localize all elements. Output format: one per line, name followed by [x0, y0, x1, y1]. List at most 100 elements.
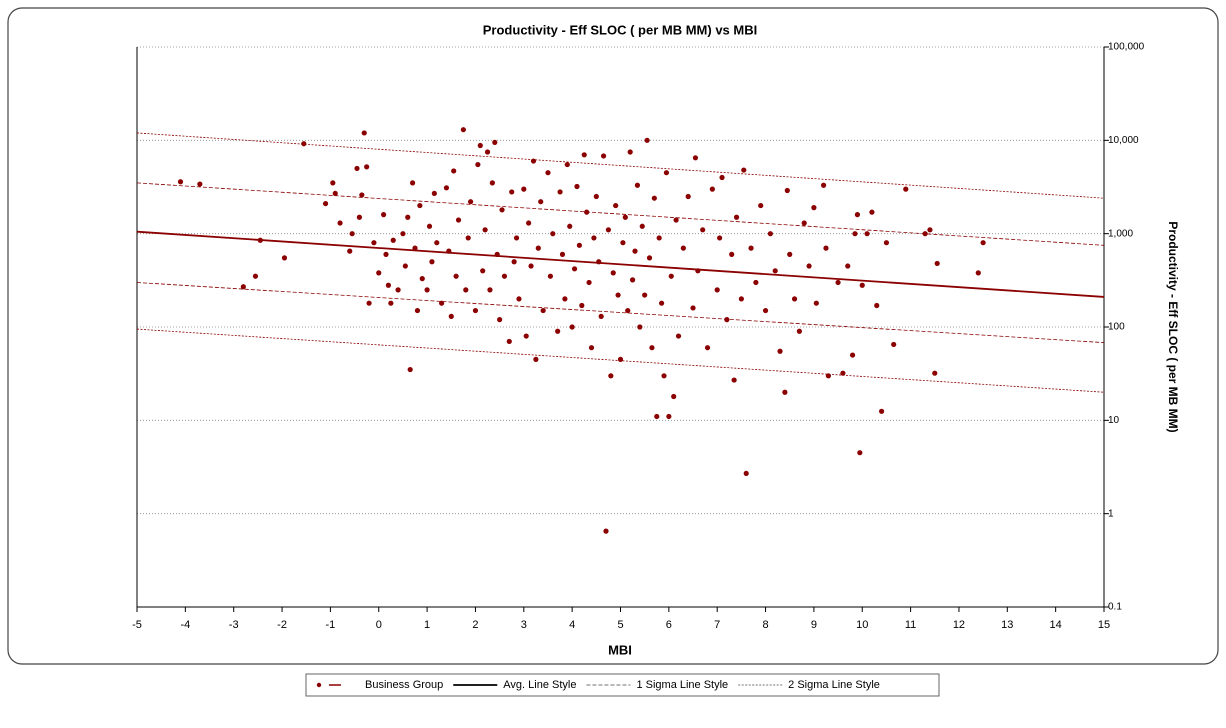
data-point [538, 199, 544, 205]
data-point [758, 202, 764, 209]
data-point [364, 164, 370, 170]
data-point [574, 183, 580, 190]
data-point [468, 199, 474, 205]
data-point [854, 212, 861, 218]
data-point [402, 263, 408, 269]
data-point [729, 251, 735, 257]
data-point [555, 328, 561, 334]
y-tick-label: 10,000 [1108, 135, 1139, 146]
x-tick-label: 8 [762, 619, 768, 631]
data-point [717, 235, 723, 241]
x-tick-label: 14 [1050, 619, 1062, 631]
data-point [523, 333, 529, 339]
data-point [337, 220, 343, 226]
data-point [349, 231, 355, 237]
data-point [484, 149, 491, 155]
data-point [581, 152, 587, 158]
x-tick-label: -3 [229, 619, 239, 631]
x-tick-label: 0 [376, 619, 382, 631]
x-tick-label: 7 [714, 619, 720, 631]
data-point [521, 186, 527, 192]
data-point [535, 245, 541, 251]
data-point [419, 276, 425, 282]
x-axis-title: MBI [608, 642, 632, 657]
data-point [533, 356, 539, 362]
x-tick-label: 2 [472, 619, 478, 631]
x-tick-label: -5 [132, 619, 142, 631]
data-point [741, 167, 747, 173]
fit-line [136, 328, 1105, 393]
data-point [547, 273, 553, 279]
data-point [927, 227, 933, 233]
data-point [487, 287, 493, 293]
data-point [603, 528, 609, 534]
data-point [576, 242, 583, 248]
data-point [714, 287, 720, 293]
data-point [448, 313, 454, 319]
data-point [359, 192, 365, 198]
data-point [383, 251, 389, 257]
data-point [608, 373, 614, 379]
data-point [550, 231, 556, 237]
data-point [400, 231, 406, 237]
y-axis-title: Productivity - Eff SLOC ( per MB MM) [1166, 221, 1180, 432]
x-tick-label: 1 [424, 619, 430, 631]
data-point [731, 377, 737, 383]
data-point [719, 174, 725, 181]
data-point [591, 235, 597, 241]
data-point [509, 189, 515, 195]
data-point [569, 324, 575, 330]
data-point [813, 300, 819, 306]
data-point [593, 193, 599, 200]
legend-marker [316, 682, 322, 688]
data-point [615, 292, 621, 298]
data-point [380, 212, 387, 218]
data-point [777, 348, 783, 354]
data-point [651, 195, 657, 201]
data-point [675, 333, 682, 339]
data-point [434, 240, 440, 246]
data-point [395, 287, 401, 293]
data-point [620, 240, 626, 246]
data-point [513, 235, 520, 241]
x-tick-label: 11 [905, 619, 916, 631]
data-point [412, 245, 418, 251]
data-point [451, 168, 457, 174]
data-point [849, 352, 856, 358]
data-point [835, 279, 841, 286]
data-point [301, 141, 307, 147]
data-point [864, 231, 870, 237]
y-tick-label: 1,000 [1108, 228, 1133, 239]
x-tick-label: 15 [1098, 619, 1110, 631]
x-tick-label: -4 [180, 619, 190, 631]
x-tick-label: 13 [1001, 619, 1013, 631]
data-point [501, 273, 508, 279]
data-point [455, 217, 462, 223]
data-point [903, 186, 909, 192]
data-point [649, 345, 655, 351]
data-point [477, 142, 483, 149]
data-point [738, 296, 744, 302]
data-point [605, 227, 612, 233]
data-point [852, 231, 858, 237]
chart-panel [7, 7, 1219, 665]
x-tick-label: 4 [569, 619, 575, 631]
data-point [782, 389, 788, 395]
data-point [499, 207, 505, 213]
data-point [639, 223, 645, 229]
legend: Business Group Avg. Line Style 1 Sigma Lin… [316, 679, 880, 691]
data-point [632, 248, 638, 254]
data-point [480, 268, 486, 274]
data-point [497, 317, 503, 323]
data-point [489, 180, 495, 186]
data-point [820, 182, 827, 188]
data-point [426, 223, 433, 229]
data-point [252, 273, 259, 279]
data-point [598, 313, 604, 319]
data-point [845, 263, 851, 269]
data-point [354, 165, 360, 172]
data-point [557, 189, 563, 195]
data-point [634, 182, 641, 188]
data-point [366, 300, 372, 306]
data-point [390, 237, 396, 243]
